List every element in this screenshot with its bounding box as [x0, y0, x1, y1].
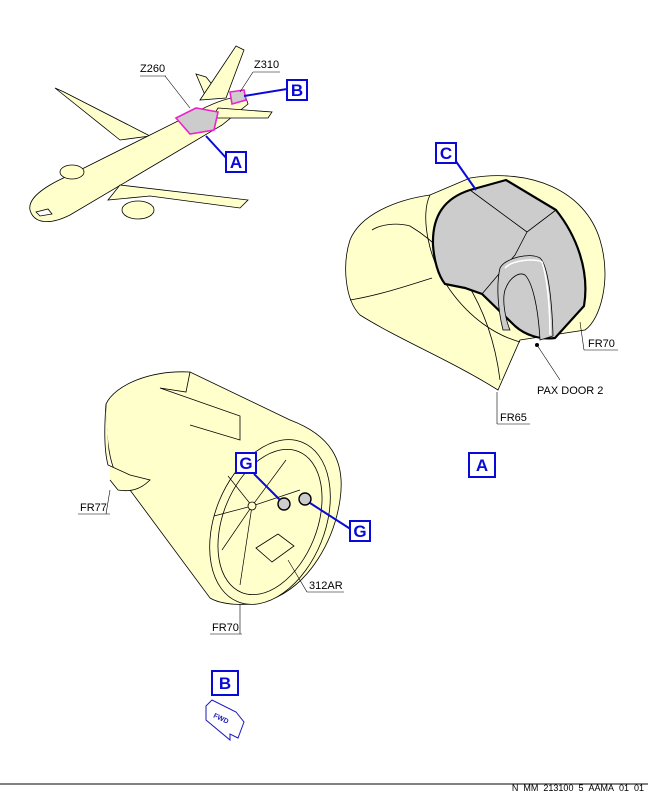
- view-b-access-panel: [255, 533, 295, 563]
- view-a-inner-frame: [371, 223, 501, 381]
- callout-b-overview[interactable]: B: [243, 79, 308, 101]
- zone-z260-leader: [164, 75, 191, 109]
- view-b-fr70-label: FR70: [212, 622, 239, 634]
- callout-g-right[interactable]: G: [309, 502, 371, 542]
- fwd-arrow-icon: FWD: [205, 699, 245, 742]
- view-b-title-label: B: [219, 674, 231, 693]
- view-b-labels: FR77 312AR FR70: [78, 489, 344, 635]
- view-b-tail-cone: [104, 371, 342, 605]
- figure-reference: N_MM_213100_5_AAMA_01_01: [512, 783, 644, 792]
- callout-g-top[interactable]: G: [235, 452, 281, 501]
- zone-z260-label: Z260: [140, 63, 165, 75]
- aircraft-tailplane-near: [211, 107, 273, 119]
- view-a-title: A: [468, 452, 496, 478]
- view-a-fuselage-section: [345, 175, 606, 391]
- callout-b-overview-label: B: [291, 81, 303, 100]
- callout-g-top-label: G: [239, 454, 252, 473]
- view-b-title: B: [211, 670, 239, 696]
- view-a-fr65-label: FR65: [500, 412, 527, 424]
- view-a-pax-door-label: PAX DOOR 2: [537, 385, 603, 397]
- zone-z310-leader: [239, 71, 254, 93]
- zone-labels: Z260 Z310: [140, 59, 280, 109]
- view-a-pax-door-outline: [497, 255, 554, 341]
- view-a-title-label: A: [476, 456, 488, 475]
- callout-c[interactable]: C: [435, 142, 477, 191]
- view-b-bulkhead-spokes: [213, 459, 301, 586]
- view-a-labels: FR70 PAX DOOR 2 FR65: [496, 321, 618, 425]
- callout-g-right-label: G: [353, 522, 366, 541]
- view-b-312ar-label: 312AR: [309, 580, 343, 592]
- aircraft-tailplane-far: [199, 45, 245, 101]
- aircraft-near-wing: [107, 184, 249, 209]
- view-b-fitting-upper: [277, 497, 291, 511]
- callout-a-overview[interactable]: A: [205, 135, 247, 173]
- aircraft-engine-far: [59, 164, 85, 180]
- aircraft-far-wing: [54, 87, 152, 141]
- zone-z310-label: Z310: [254, 59, 279, 71]
- view-a-fr70-label: FR70: [588, 338, 615, 350]
- view-b-fitting-lower: [298, 492, 312, 506]
- aircraft-section-highlight: [174, 107, 219, 135]
- aircraft-engine-near: [121, 200, 155, 220]
- aircraft-tail-highlight: [229, 89, 247, 106]
- aircraft-cockpit-windows: [35, 208, 53, 217]
- aircraft-overview: [29, 45, 273, 222]
- view-b-fr77-label: FR77: [80, 502, 107, 514]
- callout-a-overview-label: A: [230, 153, 242, 172]
- callout-c-label: C: [440, 144, 452, 163]
- view-b-aft-face: [209, 439, 331, 605]
